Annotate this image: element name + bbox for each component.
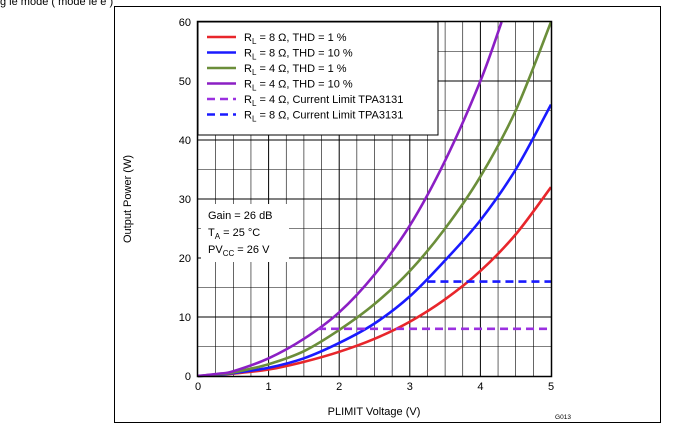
y-tick-label: 40 [179, 135, 191, 147]
x-tick-label: 5 [548, 381, 554, 393]
y-tick-label: 60 [179, 17, 191, 29]
legend-label-1: RL = 8 Ω, THD = 1 % [244, 32, 347, 46]
legend: RL = 8 Ω, THD = 1 %RL = 8 Ω, THD = 10 %R… [197, 21, 439, 136]
y-tick-label: 20 [179, 253, 191, 265]
y-tick-label: 30 [179, 194, 191, 206]
series-line-4 [197, 21, 503, 378]
annotation-temp: TA = 25 °C [208, 227, 260, 241]
legend-box [197, 21, 439, 136]
legend-label-5: RL = 4 Ω, Current Limit TPA3131 [244, 94, 403, 108]
annotation-gain: Gain = 26 dB [208, 210, 273, 222]
legend-label-3: RL = 4 Ω, THD = 1 % [244, 63, 347, 77]
annotation-box: Gain = 26 dB TA = 25 °C PVCC = 26 V [201, 204, 289, 262]
x-tick-labels: 0 1 2 3 4 5 [195, 381, 554, 393]
y-tick-labels: 0 10 20 30 40 50 60 [179, 17, 191, 383]
y-tick-label: 10 [179, 312, 191, 324]
legend-label-6: RL = 8 Ω, Current Limit TPA3131 [244, 110, 403, 124]
y-tick-label: 0 [185, 371, 191, 383]
legend-label-4: RL = 4 Ω, THD = 10 % [244, 79, 353, 93]
x-tick-label: 0 [195, 381, 201, 393]
legend-label-2: RL = 8 Ω, THD = 10 % [244, 48, 353, 62]
figure-id: G013 [555, 414, 571, 421]
series-group [197, 21, 553, 378]
y-tick-label: 50 [179, 76, 191, 88]
x-tick-label: 1 [266, 381, 272, 393]
x-tick-label: 2 [336, 381, 342, 393]
annotation-pvcc: PVCC = 26 V [208, 244, 270, 258]
figure-caption: g le mode ( mode le e ) [0, 0, 114, 8]
annotation-frame [201, 204, 289, 262]
x-tick-label: 3 [407, 381, 413, 393]
y-axis-label: Output Power (W) [122, 155, 134, 243]
x-axis-label: PLIMIT Voltage (V) [328, 406, 421, 418]
x-tick-label: 4 [477, 381, 483, 393]
